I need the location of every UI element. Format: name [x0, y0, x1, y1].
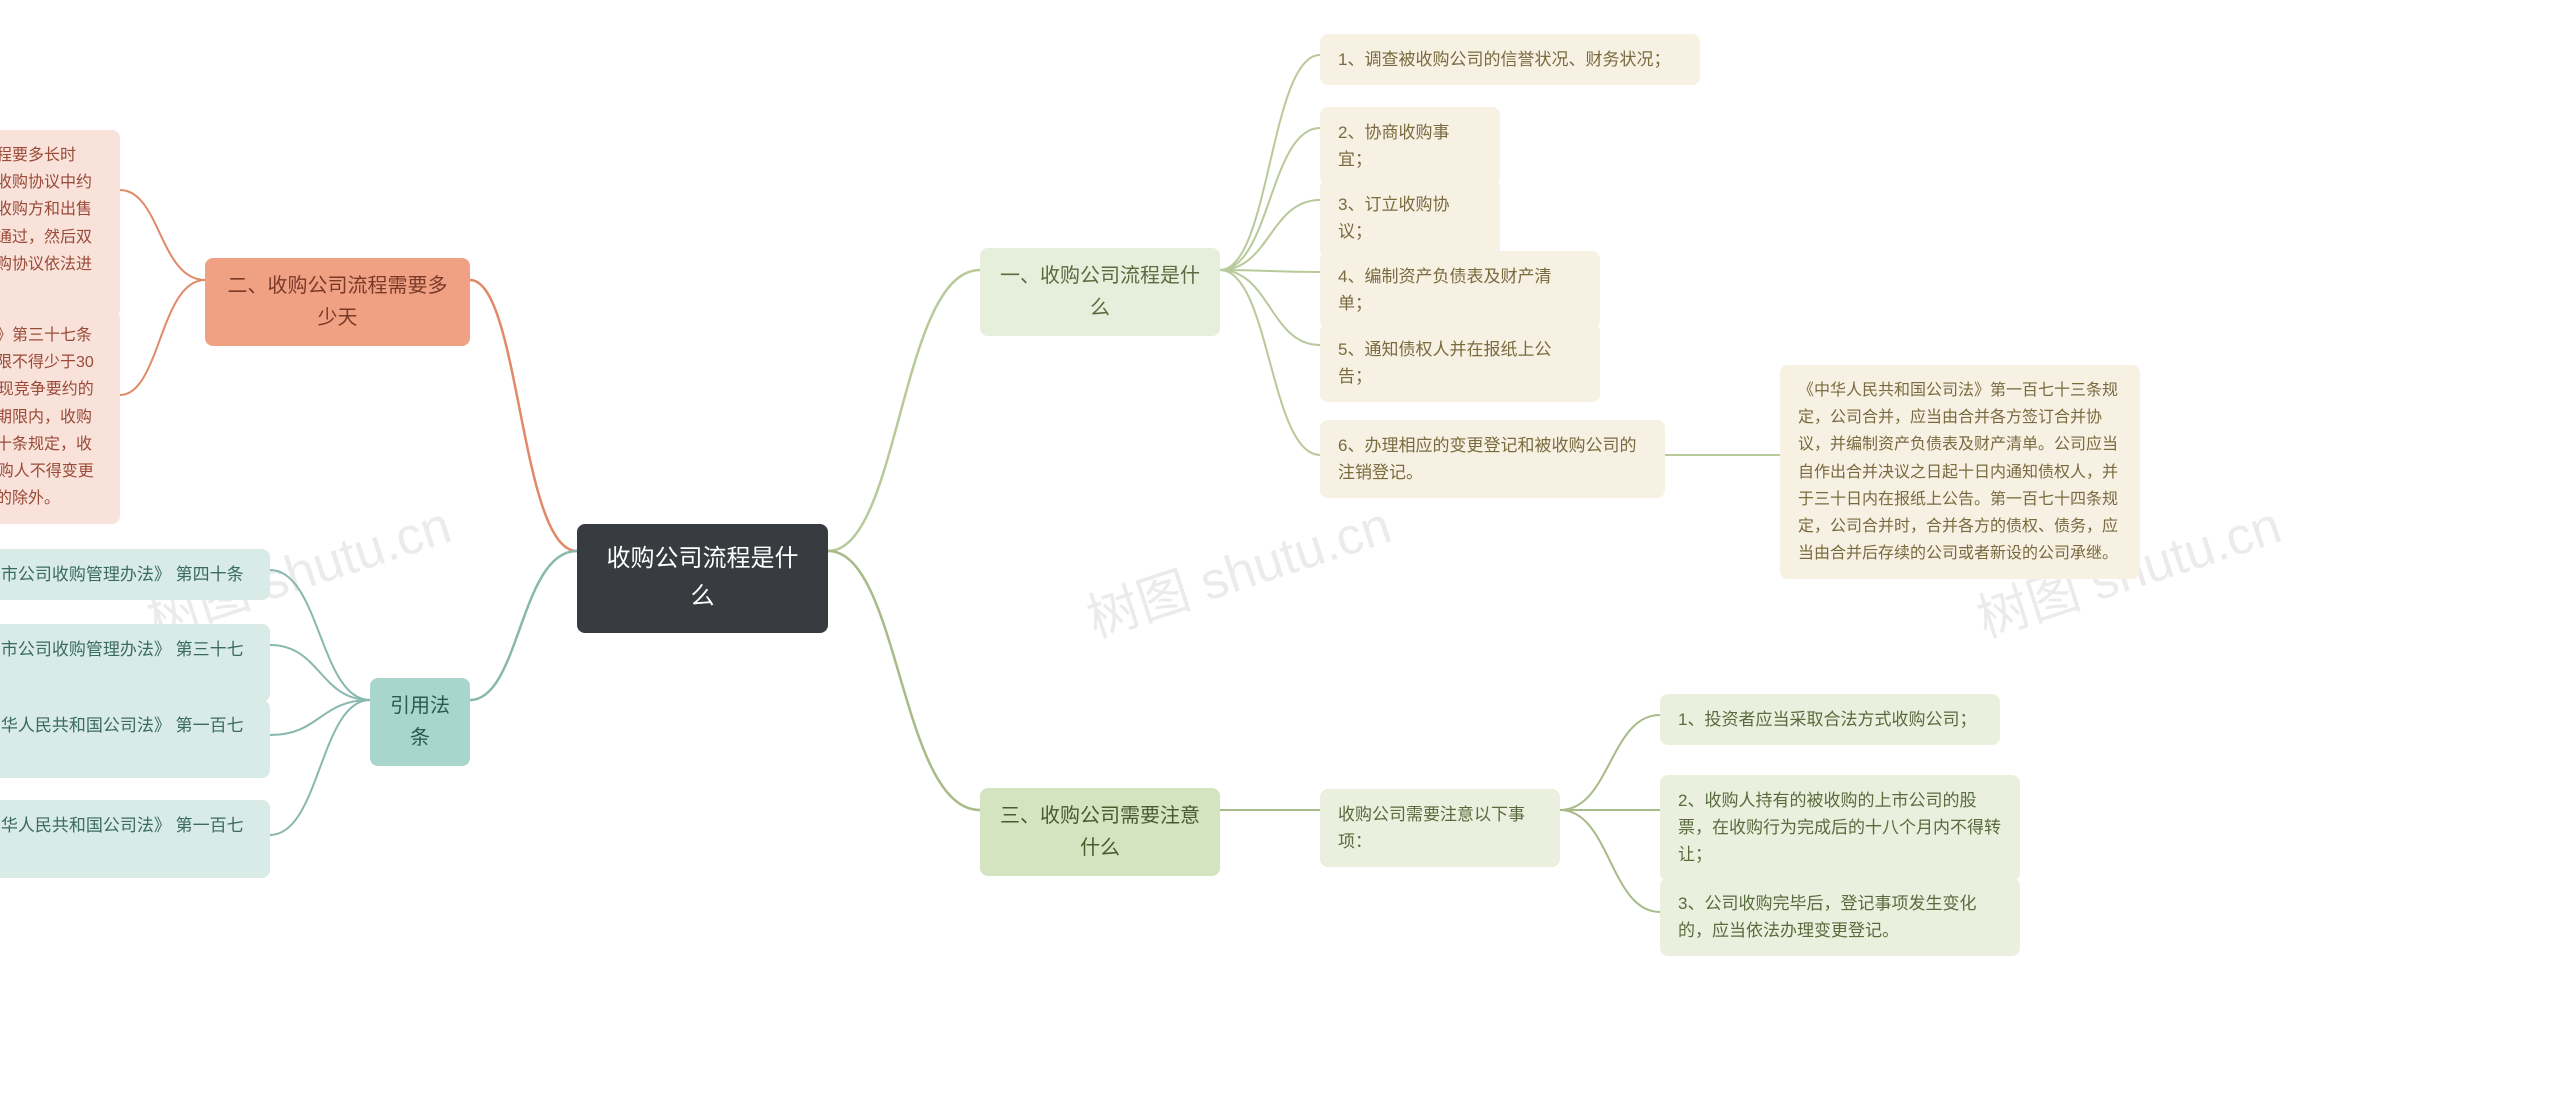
- branch-3[interactable]: 三、收购公司需要注意什么: [980, 788, 1220, 876]
- branch-1-leaf-5[interactable]: 5、通知债权人并在报纸上公告；: [1320, 324, 1600, 402]
- branch-1-leaf-2[interactable]: 2、协商收购事宜；: [1320, 107, 1500, 185]
- branch-1[interactable]: 一、收购公司流程是什么: [980, 248, 1220, 336]
- root-node[interactable]: 收购公司流程是什么: [577, 524, 828, 633]
- branch-4[interactable]: 引用法条: [370, 678, 470, 766]
- branch-4-leaf-2[interactable]: [2]《上市公司收购管理办法》 第三十七条: [0, 624, 270, 702]
- branch-1-leaf-6[interactable]: 6、办理相应的变更登记和被收购公司的注销登记。: [1320, 420, 1665, 498]
- branch-4-leaf-4[interactable]: [4]《中华人民共和国公司法》 第一百七十四条: [0, 800, 270, 878]
- branch-4-leaf-1[interactable]: [1]《上市公司收购管理办法》 第四十条: [0, 549, 270, 600]
- branch-2-leaf-2[interactable]: 根据《上市公司收购管理办法》第三十七条规定，收购要约约定的收购期限不得少于30日…: [0, 310, 120, 524]
- branch-3-sub[interactable]: 收购公司需要注意以下事项：: [1320, 789, 1560, 867]
- branch-3-leaf-3[interactable]: 3、公司收购完毕后，登记事项发生变化的，应当依法办理变更登记。: [1660, 878, 2020, 956]
- branch-1-leaf-3[interactable]: 3、订立收购协议；: [1320, 179, 1500, 257]
- branch-1-leaf-6-detail[interactable]: 《中华人民共和国公司法》第一百七十三条规定，公司合并，应当由合并各方签订合并协议…: [1780, 365, 2140, 579]
- branch-4-leaf-3[interactable]: [3]《中华人民共和国公司法》 第一百七十三条: [0, 700, 270, 778]
- watermark: 树图 shutu.cn: [1076, 483, 1399, 652]
- branch-2[interactable]: 二、收购公司流程需要多少天: [205, 258, 470, 346]
- branch-1-leaf-4[interactable]: 4、编制资产负债表及财产清单；: [1320, 251, 1600, 329]
- connector-layer: [0, 0, 2560, 1102]
- branch-1-leaf-1[interactable]: 1、调查被收购公司的信誉状况、财务状况；: [1320, 34, 1700, 85]
- branch-3-leaf-1[interactable]: 1、投资者应当采取合法方式收购公司；: [1660, 694, 2000, 745]
- branch-3-leaf-2[interactable]: 2、收购人持有的被收购的上市公司的股票，在收购行为完成后的十八个月内不得转让；: [1660, 775, 2020, 881]
- branch-2-leaf-1[interactable]: 法律没有具体规定收购公司流程要多长时间，可以依据收购双方签订的收购协议中约定的时…: [0, 130, 120, 317]
